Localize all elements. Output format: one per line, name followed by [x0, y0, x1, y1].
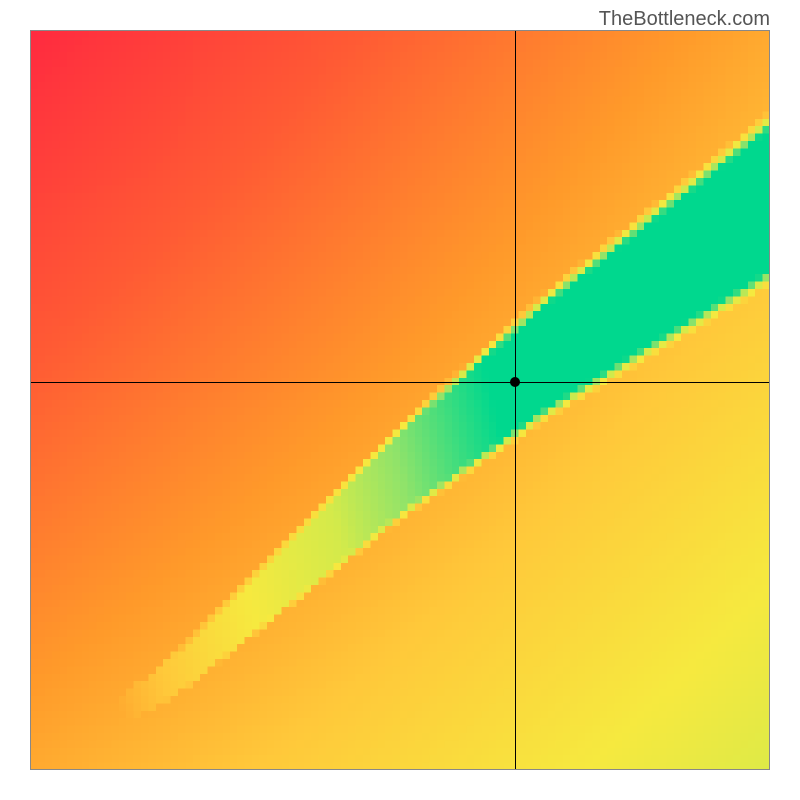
- bottleneck-heatmap: [30, 30, 770, 770]
- crosshair-horizontal: [30, 382, 770, 383]
- heatmap-canvas: [30, 30, 770, 770]
- selected-point-marker: [510, 377, 520, 387]
- watermark-text: TheBottleneck.com: [599, 8, 770, 31]
- crosshair-vertical: [515, 30, 516, 770]
